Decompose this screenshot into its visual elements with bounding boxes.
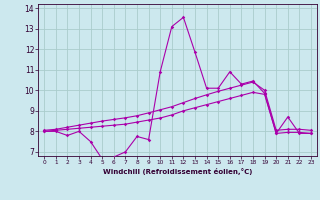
X-axis label: Windchill (Refroidissement éolien,°C): Windchill (Refroidissement éolien,°C) — [103, 168, 252, 175]
